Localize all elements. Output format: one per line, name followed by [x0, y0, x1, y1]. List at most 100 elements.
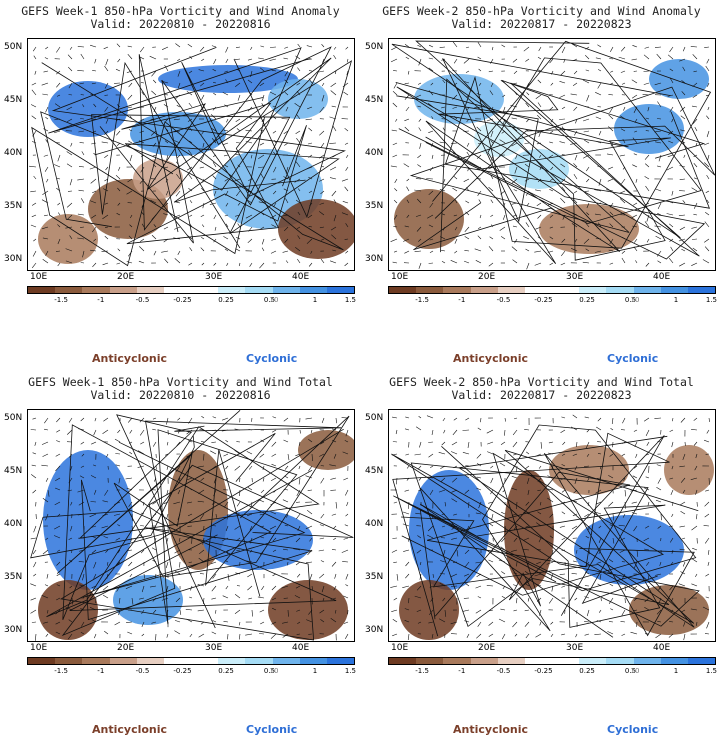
wind-arrow	[34, 70, 37, 75]
wind-arrow	[104, 202, 109, 205]
wind-arrow	[669, 477, 674, 480]
colorbar-swatch	[633, 287, 661, 293]
wind-arrow	[645, 476, 650, 479]
wind-arrow	[343, 595, 349, 599]
wind-arrow	[393, 501, 398, 504]
wind-arrow	[486, 585, 494, 587]
wind-arrow	[426, 178, 434, 180]
wind-arrow	[79, 549, 85, 552]
colorbar-scale-label: 10	[630, 296, 640, 304]
wind-arrow	[670, 489, 674, 496]
colorbar-swatch	[163, 287, 192, 293]
wind-arrow	[573, 106, 578, 111]
wind-arrow	[177, 489, 181, 495]
wind-arrow	[666, 213, 674, 216]
wind-arrow	[619, 537, 626, 541]
wind-arrow	[126, 70, 133, 73]
wind-arrow	[105, 166, 109, 171]
wind-arrow	[151, 214, 157, 220]
wind-arrow	[480, 417, 482, 423]
wind-arrow	[237, 223, 241, 228]
wind-arrow	[475, 609, 482, 614]
wind-arrow	[153, 477, 157, 482]
wind-arrow	[77, 178, 85, 181]
wind-arrow	[431, 142, 434, 147]
wind-arrow	[91, 142, 97, 145]
wind-arrow	[186, 501, 193, 504]
colorbar-tick-label: 1.5	[344, 667, 356, 675]
wind-arrow	[658, 585, 662, 591]
wind-arrow	[419, 561, 422, 566]
wind-arrow	[633, 429, 638, 432]
wind-arrow	[118, 609, 121, 616]
wind-arrow	[320, 513, 325, 519]
wind-arrow	[622, 573, 626, 579]
wind-arrow	[102, 585, 109, 591]
wind-arrow	[680, 609, 686, 613]
wind-arrow	[667, 94, 674, 97]
wind-arrow	[643, 417, 650, 422]
wind-arrow	[634, 561, 638, 569]
wind-arrow	[417, 535, 422, 539]
wind-arrow	[682, 561, 686, 567]
wind-arrow	[705, 573, 710, 577]
wind-arrow	[429, 489, 434, 496]
wind-arrow	[439, 46, 446, 48]
wind-arrow	[631, 79, 638, 84]
wind-arrow	[117, 561, 121, 565]
wind-arrow	[426, 415, 434, 419]
wind-arrow	[406, 199, 410, 204]
wind-arrow	[152, 164, 157, 168]
wind-arrow	[524, 609, 530, 612]
wind-arrow	[439, 141, 446, 144]
coastline	[121, 57, 332, 203]
wind-arrow	[514, 238, 518, 244]
wind-arrow	[416, 585, 422, 591]
wind-arrow	[549, 58, 554, 64]
wind-arrow	[57, 154, 61, 162]
wind-arrow	[79, 584, 85, 587]
wind-arrow	[142, 501, 145, 506]
wind-arrow	[177, 417, 181, 421]
wind-arrow	[212, 416, 217, 419]
wind-arrow	[608, 621, 614, 623]
colorbar-tick-label: -1	[458, 296, 466, 304]
wind-arrow	[103, 536, 109, 539]
wind-arrow	[560, 70, 566, 76]
wind-arrow	[234, 465, 241, 471]
wind-arrow	[287, 561, 289, 566]
wind-arrow	[92, 226, 97, 233]
wind-arrow	[403, 549, 410, 552]
wind-arrow	[499, 139, 506, 144]
wind-arrow	[489, 523, 494, 527]
wind-arrow	[705, 94, 710, 97]
wind-arrow	[610, 427, 614, 431]
wind-arrow	[444, 609, 447, 617]
wind-arrow	[559, 94, 566, 98]
wind-arrow	[702, 259, 710, 264]
wind-arrow	[126, 261, 133, 264]
wind-arrow	[539, 501, 542, 506]
wind-arrow	[622, 138, 626, 144]
wind-arrow	[260, 226, 265, 230]
wind-arrow	[550, 621, 554, 625]
wind-arrow	[93, 238, 97, 242]
wind-arrow	[343, 91, 349, 96]
wind-arrow	[213, 489, 217, 497]
wind-arrow	[392, 416, 398, 419]
wind-arrow	[272, 130, 277, 134]
wind-arrow	[224, 477, 229, 481]
wind-arrow	[319, 609, 325, 614]
wind-arrow	[211, 441, 217, 443]
wind-arrow	[451, 142, 458, 144]
colorbar-tick-label: -0.25	[173, 667, 192, 675]
wind-arrow	[310, 429, 313, 434]
wind-arrow	[344, 142, 349, 145]
wind-arrow	[464, 489, 470, 494]
wind-arrow	[271, 441, 277, 447]
wind-arrow	[150, 199, 157, 204]
wind-arrow	[297, 188, 301, 192]
wind-arrow	[657, 477, 662, 484]
wind-arrow	[393, 597, 398, 601]
wind-arrow	[539, 609, 542, 616]
